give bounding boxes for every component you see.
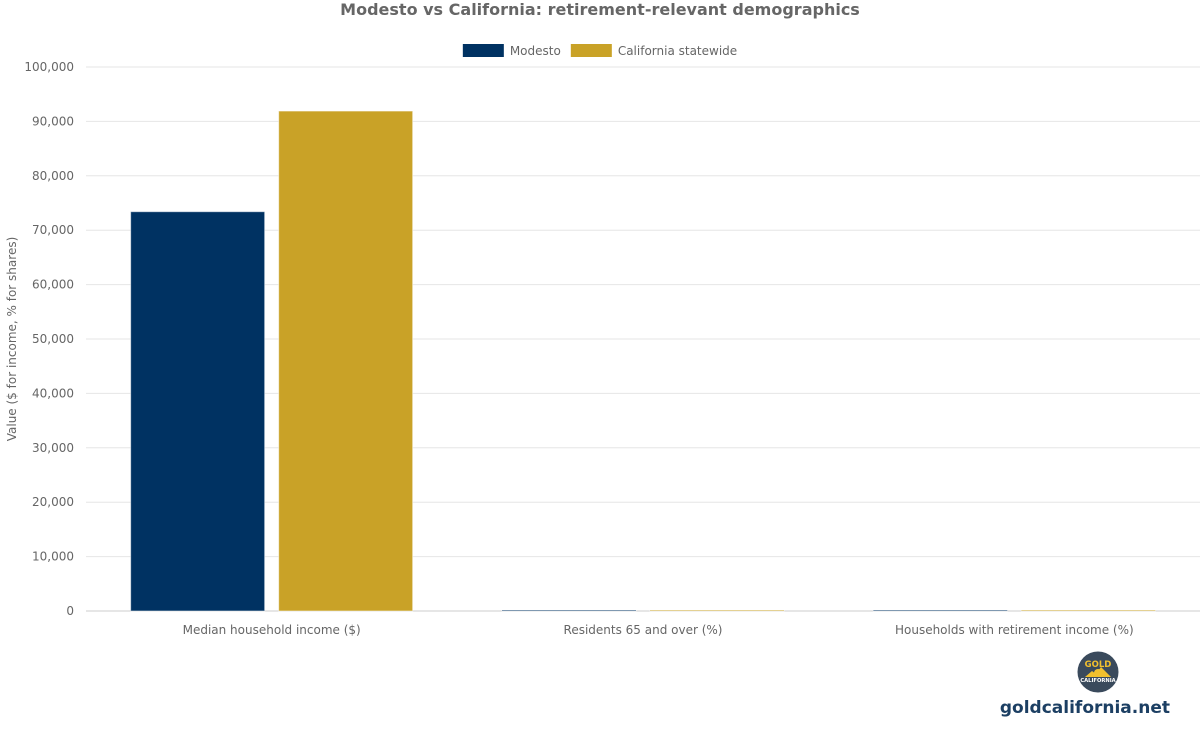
y-axis-ticks: 0 10,000 20,000 30,000 40,000 50,000 60,000 70,… xyxy=(24,60,74,618)
bar-california-statewide-0 xyxy=(278,110,414,612)
legend: Modesto California statewide xyxy=(462,44,737,58)
gold-california-logo: GOLD CALIFORNIA xyxy=(1077,651,1119,693)
y-tick-label: 60,000 xyxy=(32,278,74,292)
legend-label: California statewide xyxy=(618,44,737,58)
y-axis-title: Value ($ for income, % for shares) xyxy=(5,237,19,442)
logo-top-text: GOLD xyxy=(1085,660,1112,670)
y-tick-label: 80,000 xyxy=(32,169,74,183)
x-category-label: Residents 65 and over (%) xyxy=(564,623,723,637)
bar-modesto-1 xyxy=(501,609,637,612)
y-tick-label: 100,000 xyxy=(24,60,74,74)
gold-california-logo-graphic: GOLD CALIFORNIA xyxy=(1077,651,1119,693)
bar-modesto-2 xyxy=(872,609,1008,612)
y-tick-label: 20,000 xyxy=(32,495,74,509)
logo-bottom-text: CALIFORNIA xyxy=(1080,678,1115,684)
y-tick-label: 10,000 xyxy=(32,550,74,564)
legend-swatch xyxy=(462,44,504,57)
x-axis-categories: Median household income ($) Residents 65 … xyxy=(183,623,1134,637)
y-tick-label: 50,000 xyxy=(32,332,74,346)
bar-modesto-0 xyxy=(130,211,266,612)
y-tick-label: 40,000 xyxy=(32,386,74,400)
y-tick-label: 90,000 xyxy=(32,114,74,128)
y-tick-label: 0 xyxy=(66,604,74,618)
site-name: goldcalifornia.net xyxy=(999,698,1170,718)
legend-swatch xyxy=(570,44,612,57)
legend-label: Modesto xyxy=(510,44,561,58)
x-category-label: Households with retirement income (%) xyxy=(895,623,1134,637)
y-tick-label: 30,000 xyxy=(32,441,74,455)
x-category-label: Median household income ($) xyxy=(183,623,361,637)
bar-california-statewide-2 xyxy=(1020,609,1156,612)
chart-title: Modesto vs California: retirement-releva… xyxy=(340,0,860,19)
bars xyxy=(130,110,1156,612)
bar-california-statewide-1 xyxy=(649,609,785,612)
grid-lines xyxy=(86,66,1200,612)
y-tick-label: 70,000 xyxy=(32,223,74,237)
